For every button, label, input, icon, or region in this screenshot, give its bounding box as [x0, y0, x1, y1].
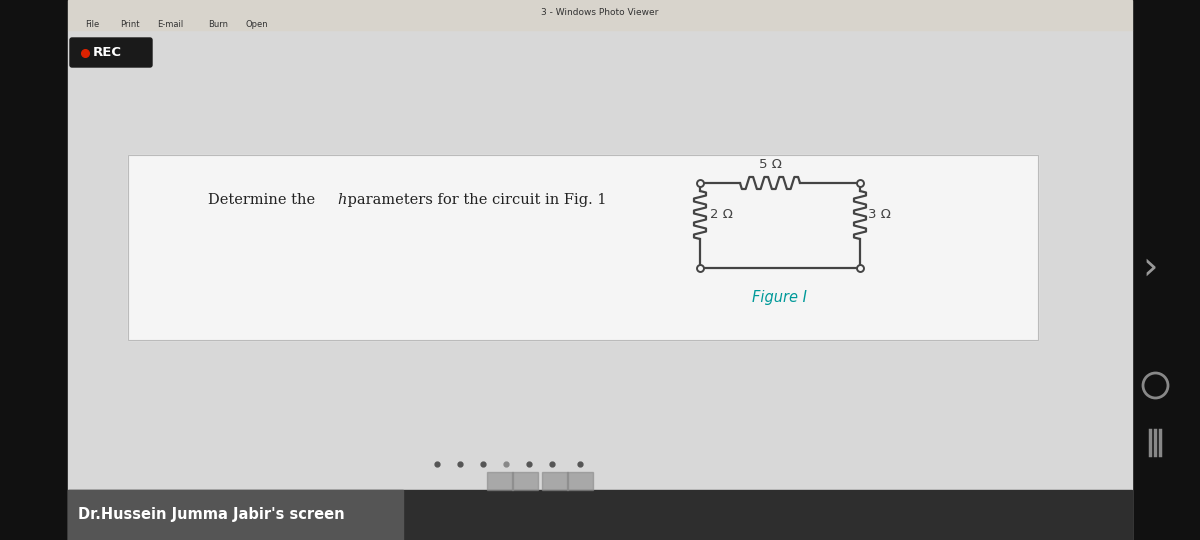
- Bar: [68, 490, 403, 540]
- Bar: [128, 155, 1038, 340]
- Bar: [512, 472, 538, 490]
- Text: ›: ›: [1142, 249, 1158, 287]
- Bar: [68, 0, 1132, 30]
- Text: E-mail: E-mail: [157, 20, 184, 29]
- Text: Figure I: Figure I: [752, 290, 808, 305]
- Bar: [0, 0, 68, 540]
- Bar: [1132, 0, 1200, 540]
- Text: Burn: Burn: [208, 20, 228, 29]
- Bar: [568, 472, 593, 490]
- FancyBboxPatch shape: [70, 38, 152, 67]
- Text: Open: Open: [245, 20, 268, 29]
- Text: Print: Print: [120, 20, 139, 29]
- Text: 3 - Windows Photo Viewer: 3 - Windows Photo Viewer: [541, 8, 659, 17]
- Text: File: File: [85, 20, 100, 29]
- Text: Dr.Hussein Jumma Jabir's screen: Dr.Hussein Jumma Jabir's screen: [78, 508, 344, 523]
- Text: 5 Ω: 5 Ω: [758, 158, 781, 171]
- Text: 2 Ω: 2 Ω: [710, 208, 733, 221]
- Bar: [68, 30, 1132, 540]
- Text: h: h: [337, 193, 347, 207]
- Text: REC: REC: [94, 46, 122, 59]
- Bar: [542, 472, 568, 490]
- Text: parameters for the circuit in Fig. 1: parameters for the circuit in Fig. 1: [343, 193, 606, 207]
- Text: 3 Ω: 3 Ω: [868, 208, 890, 221]
- Bar: [128, 155, 1038, 340]
- Bar: [487, 472, 514, 490]
- Bar: [68, 490, 1132, 540]
- Text: Determine the: Determine the: [208, 193, 319, 207]
